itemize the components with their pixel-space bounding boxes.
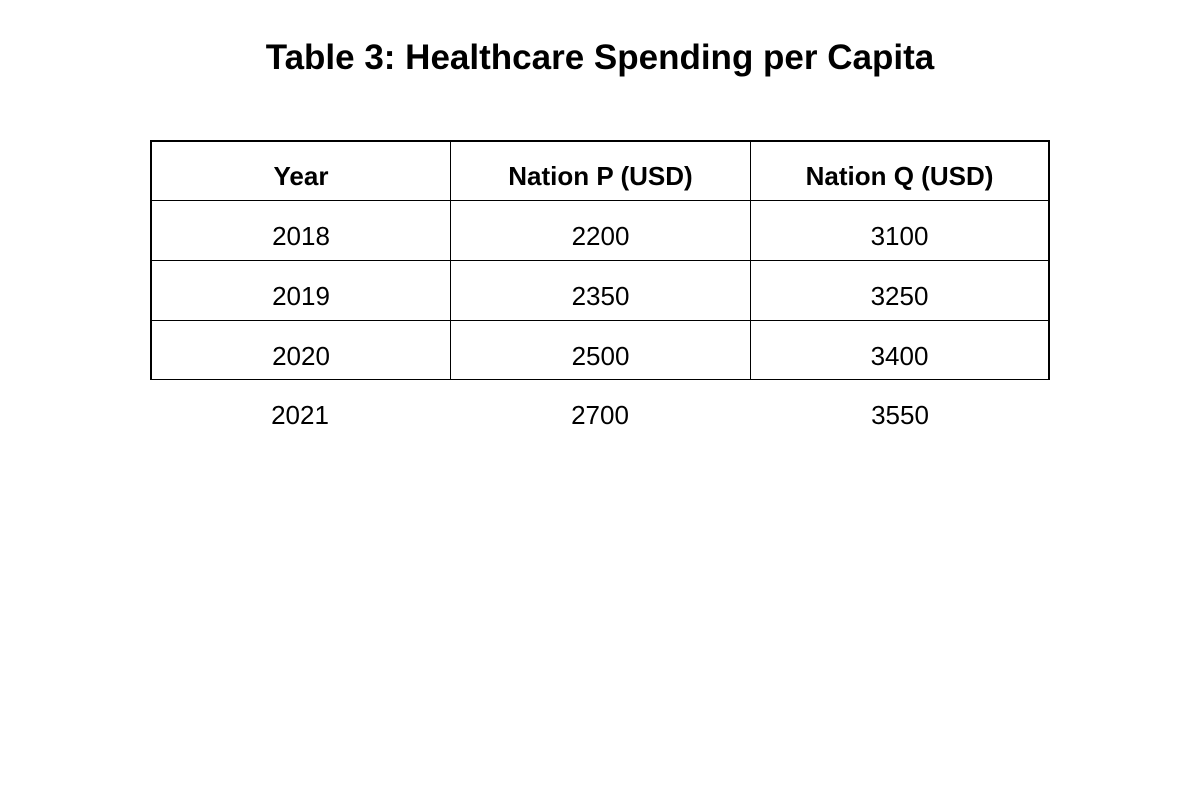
table-cell-nation-p: 2500 <box>450 320 750 380</box>
table-cell-nation-p: 2200 <box>450 200 750 260</box>
table-cell-year: 2018 <box>150 200 450 260</box>
table-row: 2018 2200 3100 <box>150 200 1050 260</box>
header-nation-p: Nation P (USD) <box>450 140 750 200</box>
table-cell-year: 2019 <box>150 260 450 320</box>
table-header-row: Year Nation P (USD) Nation Q (USD) <box>150 140 1050 200</box>
table-row: 2019 2350 3250 <box>150 260 1050 320</box>
spending-table: Year Nation P (USD) Nation Q (USD) 2018 … <box>150 140 1050 440</box>
table-cell-nation-q: 3100 <box>750 200 1050 260</box>
header-year: Year <box>150 140 450 200</box>
table-row: 2021 2700 3550 <box>150 380 1050 440</box>
table-cell-year: 2020 <box>150 320 450 380</box>
table-row: 2020 2500 3400 <box>150 320 1050 380</box>
header-nation-q: Nation Q (USD) <box>750 140 1050 200</box>
table-cell-nation-q: 3400 <box>750 320 1050 380</box>
page-title: Table 3: Healthcare Spending per Capita <box>265 38 935 77</box>
table-cell-nation-q: 3550 <box>871 400 929 430</box>
table-cell-nation-p: 2700 <box>571 400 629 430</box>
table-cell-nation-p: 2350 <box>450 260 750 320</box>
table-cell-nation-q: 3250 <box>750 260 1050 320</box>
table-cell-year: 2021 <box>271 400 329 430</box>
